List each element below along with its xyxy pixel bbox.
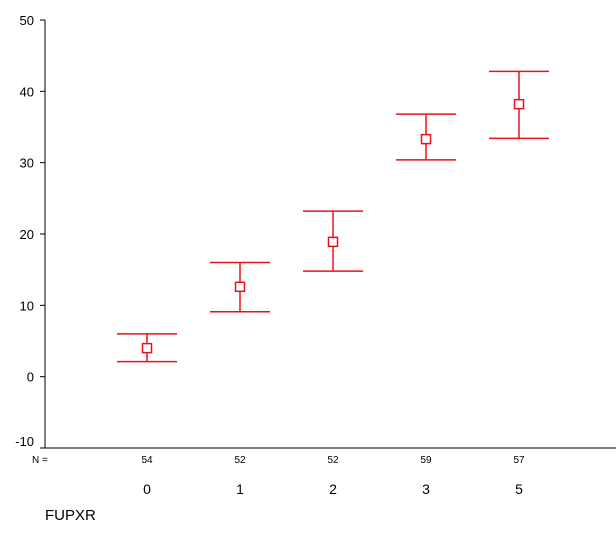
y-tick-label: 50	[20, 13, 34, 28]
y-tick-label: 10	[20, 298, 34, 313]
y-tick-label: 0	[27, 370, 34, 385]
y-tick-label: 30	[20, 156, 34, 171]
mean-marker	[420, 133, 432, 145]
error-bar	[303, 210, 363, 272]
y-tick-label: 40	[20, 84, 34, 99]
n-labels: 54 52 52 59 57	[141, 455, 525, 466]
y-tick-label: -10	[15, 434, 34, 449]
n-count-label: 54	[141, 455, 153, 466]
n-prefix-label: N =	[32, 455, 48, 466]
n-count-label: 52	[327, 455, 339, 466]
mean-marker	[141, 342, 153, 354]
error-bar	[210, 261, 270, 313]
x-axis-title: FUPXR	[45, 507, 96, 524]
category-label: 2	[329, 481, 337, 497]
category-label: 1	[236, 481, 244, 497]
category-label: 5	[515, 481, 523, 497]
y-tick-label: 20	[20, 227, 34, 242]
n-count-label: 52	[234, 455, 246, 466]
category-labels: 0 1 2 3 5	[143, 481, 523, 497]
n-count-label: 57	[513, 455, 525, 466]
mean-marker	[327, 236, 339, 248]
n-count-label: 59	[420, 455, 432, 466]
error-bar	[396, 113, 456, 161]
category-label: 0	[143, 481, 151, 497]
mean-marker	[234, 281, 246, 293]
mean-marker	[513, 98, 525, 110]
error-bar-series	[117, 70, 549, 363]
y-ticks: -10 0 10 20 30 40 50	[15, 13, 45, 449]
error-bar	[489, 70, 549, 140]
error-bar	[117, 333, 177, 363]
category-label: 3	[422, 481, 430, 497]
